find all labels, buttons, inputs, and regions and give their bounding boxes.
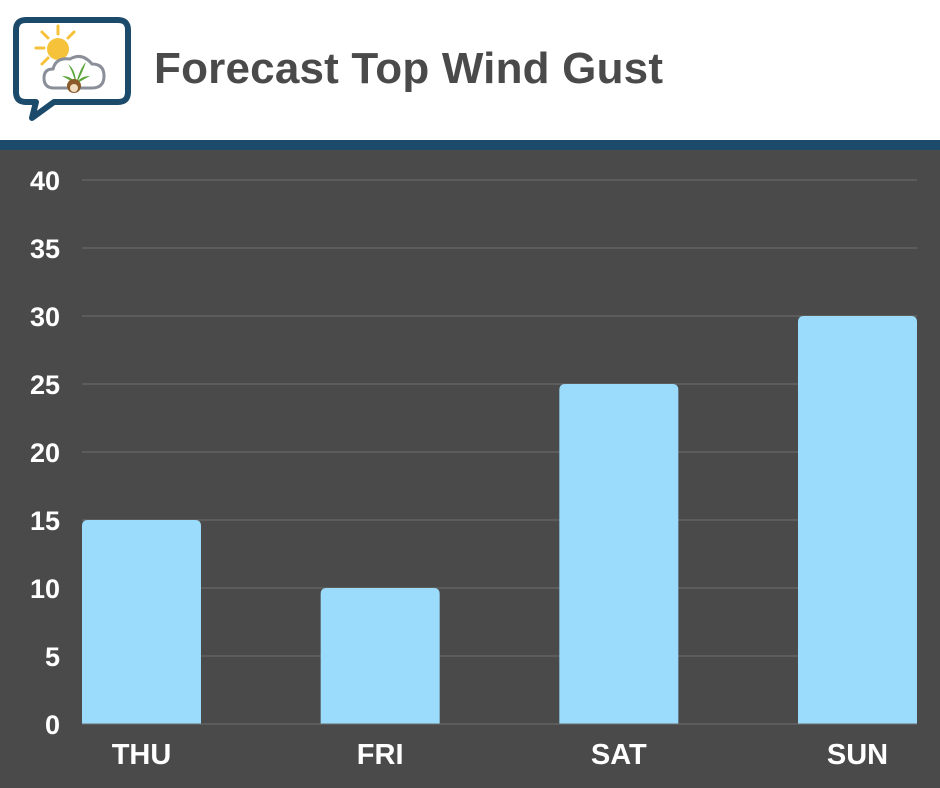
x-tick-label: THU	[112, 739, 172, 771]
y-tick-label: 20	[30, 438, 60, 468]
weather-cannabis-logo-icon	[13, 17, 131, 121]
y-tick-label: 30	[30, 302, 60, 332]
y-tick-label: 35	[30, 234, 60, 264]
page-title: Forecast Top Wind Gust	[154, 44, 664, 93]
header-divider	[0, 140, 940, 150]
x-tick-label: SUN	[827, 739, 888, 771]
y-tick-label: 0	[45, 710, 60, 740]
x-tick-label: FRI	[357, 739, 404, 771]
x-tick-label: SAT	[591, 739, 647, 771]
chart-panel: 0 5 10 15 20 25 30 35 40 THU FRI SAT SUN	[0, 150, 940, 788]
bar-thu	[82, 520, 201, 724]
bar-sat	[559, 384, 679, 724]
y-tick-label: 15	[30, 506, 60, 536]
bar-fri	[320, 588, 440, 724]
bar-chart: 0 5 10 15 20 25 30 35 40 THU FRI SAT SUN	[30, 166, 917, 771]
y-tick-label: 25	[30, 370, 60, 400]
y-tick-label: 10	[30, 574, 60, 604]
header: Forecast Top Wind Gust	[0, 0, 940, 140]
bar-sun	[798, 316, 917, 724]
y-tick-label: 40	[30, 166, 60, 196]
y-tick-label: 5	[45, 642, 60, 672]
